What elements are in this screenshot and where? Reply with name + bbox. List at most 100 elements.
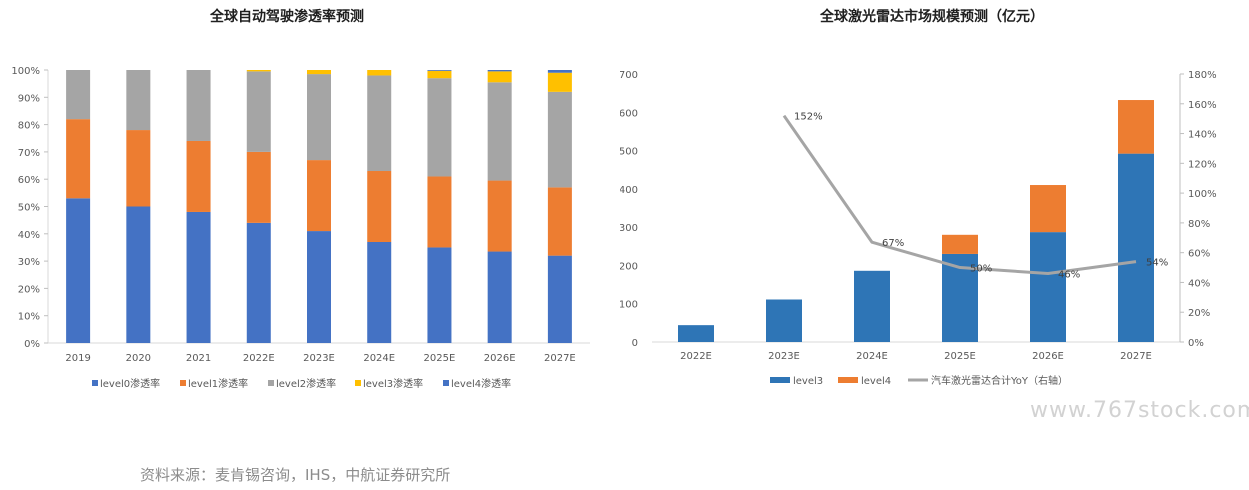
bar-segment [547,187,572,256]
y2-tick-label: 20% [1188,308,1210,319]
bar-segment [487,180,512,252]
x-tick-label: 2022E [680,351,712,362]
bar-segment [246,151,271,223]
bar-segment [1118,153,1154,342]
x-tick-label: 2027E [544,353,576,364]
x-tick-label: 2024E [363,353,395,364]
bar-segment [307,160,331,232]
bar-segment [126,70,151,131]
bar-segment [186,211,211,343]
bar-segment [307,70,331,75]
bar-segment [547,91,572,188]
legend-label: level4渗透率 [451,377,511,390]
bar-segment [307,231,331,343]
y-tick-label: 90% [18,93,40,104]
x-tick-label: 2024E [856,351,888,362]
legend-swatch [443,380,449,386]
y-tick-label: 30% [18,257,40,268]
y-tick-label: 500 [620,147,638,158]
bar-segment [1030,185,1066,233]
y-tick-label: 200 [620,261,638,272]
y-tick-label: 400 [620,185,638,196]
bar-segment [766,299,802,342]
bar-segment [678,325,714,342]
yoy-data-label: 54% [1146,258,1168,269]
bar-segment [66,70,91,120]
y2-tick-label: 120% [1188,159,1217,170]
x-tick-label: 2022E [243,353,275,364]
x-tick-label: 2025E [944,351,976,362]
bar-segment [547,70,572,73]
bar-segment [186,140,211,212]
legend-label: level2渗透率 [276,377,336,390]
bar-segment [1030,232,1066,342]
y-tick-label: 80% [18,121,40,132]
yoy-data-label: 46% [1058,270,1080,281]
y2-tick-label: 140% [1188,130,1217,141]
yoy-data-label: 50% [970,264,992,275]
lidar-market-combo-chart: 0 100 200 300 400 500 600 700 0% 20% 40% 60% 80% 100%… [620,70,1217,387]
x-tick-label: 2019 [65,353,90,364]
legend-swatch [838,377,858,383]
legend-swatch [92,380,98,386]
bar-segment [246,71,271,152]
x-tick-label: 2026E [1032,351,1064,362]
y-tick-label: 100 [620,300,638,311]
right-chart-title: 全球激光雷达市场规模预测（亿元） [820,9,1044,25]
left-chart-title: 全球自动驾驶渗透率预测 [210,9,364,25]
legend-label: level0渗透率 [100,377,160,390]
bar-segment [126,130,151,207]
y2-tick-label: 180% [1188,70,1217,81]
x-tick-label: 2023E [768,351,800,362]
legend-label: level1渗透率 [188,377,248,390]
bar-segment [246,70,271,72]
bar-segment [427,70,452,79]
bar-segment [427,176,452,248]
bar-segment [547,72,572,92]
y-tick-label: 60% [18,175,40,186]
x-tick-label: 2020 [126,353,151,364]
bar-segment [367,241,392,343]
legend-swatch [355,380,361,386]
bar-segment [126,206,151,343]
y2-tick-label: 160% [1188,100,1217,111]
bar-segment [246,222,271,343]
y2-tick-label: 40% [1188,278,1210,289]
x-tick-label: 2026E [484,353,516,364]
bar-segment [487,251,512,343]
penetration-stacked-bar-chart: 0% 10% 20% 30% 40% 50% 60% 70% 80% 90% 100% 2019 202… [11,66,590,390]
x-tick-label: 2025E [424,353,456,364]
y-tick-label: 0% [24,339,40,350]
legend-label: level3渗透率 [363,377,423,390]
bar-segment [427,78,452,177]
legend-swatch [180,380,186,386]
legend-label: level4 [861,376,891,387]
y-tick-label: 100% [11,66,40,77]
bar-segment [1118,100,1154,154]
bar-segment [487,70,512,72]
y2-tick-label: 60% [1188,249,1210,260]
y-tick-label: 70% [18,148,40,159]
yoy-line [782,114,1137,276]
x-tick-label: 2027E [1120,351,1152,362]
y-tick-label: 10% [18,312,40,323]
yoy-data-label: 67% [882,238,904,249]
legend-swatch [268,380,274,386]
bar-segment [66,198,91,343]
y2-tick-label: 100% [1188,189,1217,200]
y-tick-label: 50% [18,203,40,214]
y-tick-label: 0 [632,338,638,349]
legend-label: 汽车激光雷达合计YoY（右轴） [931,374,1068,387]
bar-segment [367,171,392,242]
bar-segment [427,70,452,71]
legend-label: level3 [793,376,823,387]
watermark: www.767stock.com [1030,398,1249,423]
bar-segment [854,270,890,342]
bar-segment [367,75,392,172]
bar-segment [307,74,331,161]
y2-tick-label: 80% [1188,219,1210,230]
y-tick-label: 700 [620,70,638,81]
bar-segment [487,82,512,181]
bar-segment [66,119,91,199]
source-note: 资料来源：麦肯锡咨询，IHS，中航证券研究所 [140,466,451,484]
